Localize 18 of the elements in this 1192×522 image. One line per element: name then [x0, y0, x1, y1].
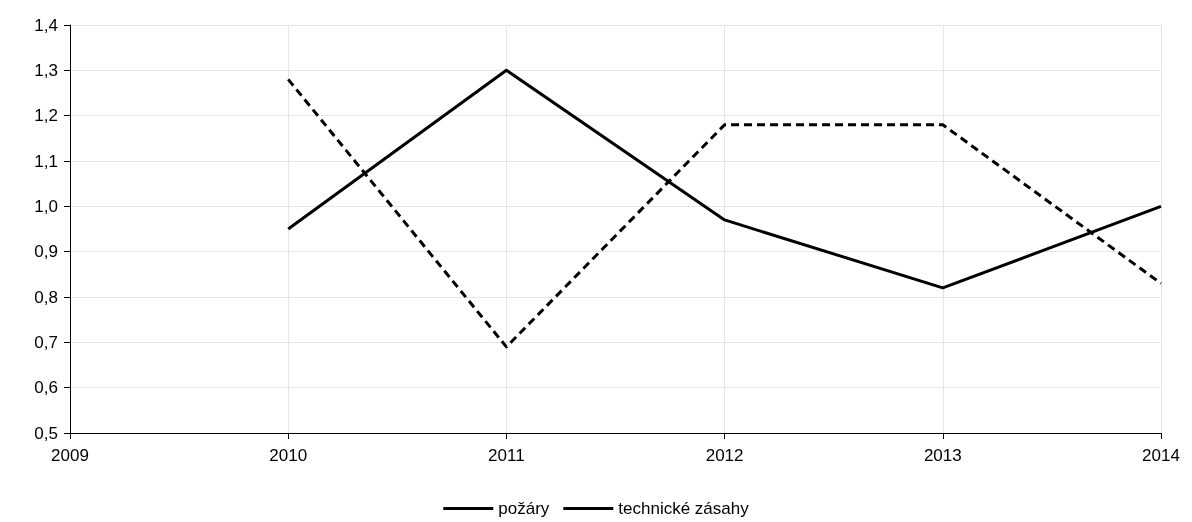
y-tick-label: 0,8 — [34, 287, 58, 307]
y-tick-label: 1,3 — [34, 60, 58, 80]
x-tick-label: 2009 — [51, 446, 89, 465]
y-tick-label: 0,5 — [34, 423, 58, 443]
x-tick-label: 2012 — [705, 446, 744, 465]
y-tick-label: 0,7 — [34, 332, 58, 352]
y-tick-label: 0,9 — [34, 242, 58, 262]
y-tick-label: 1,1 — [34, 151, 58, 171]
x-tick-label: 2011 — [488, 446, 525, 465]
x-tick-label: 2014 — [1142, 446, 1180, 465]
legend-label: požáry — [498, 499, 550, 518]
x-tick-label: 2010 — [269, 446, 308, 465]
legend-label: technické zásahy — [618, 499, 750, 518]
y-tick-label: 0,6 — [34, 378, 58, 398]
x-tick-label: 2013 — [923, 446, 962, 465]
y-tick-label: 1,0 — [34, 196, 58, 216]
y-tick-label: 1,2 — [34, 106, 58, 126]
y-tick-label: 1,4 — [34, 15, 58, 35]
